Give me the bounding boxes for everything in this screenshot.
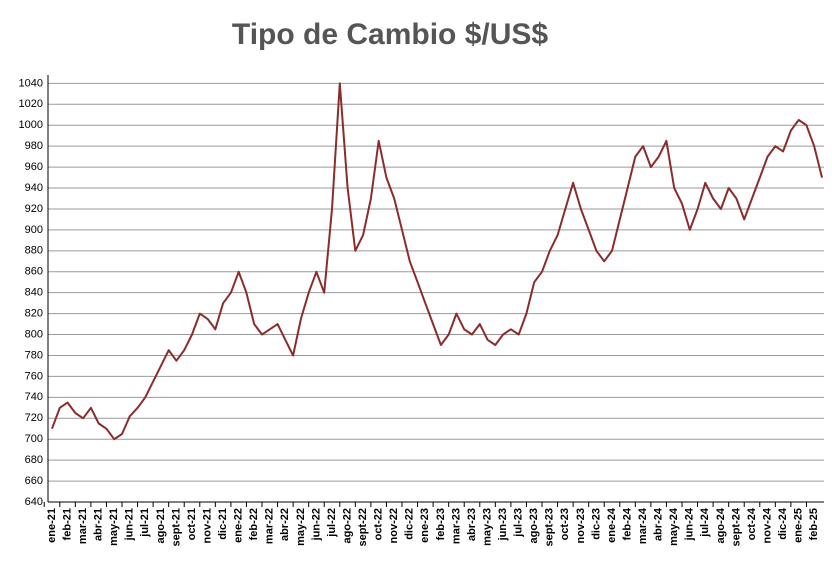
x-tick-label: jun-24 — [684, 507, 696, 541]
x-tick-label: ago-21 — [155, 508, 167, 543]
x-tick-label: ene-21 — [46, 508, 58, 543]
x-tick-label: dic-24 — [777, 507, 789, 540]
y-tick-label: 860 — [25, 266, 43, 278]
x-tick-label: may-22 — [295, 508, 307, 546]
x-tick-label: feb-25 — [808, 508, 820, 540]
x-tick-label: ene-25 — [793, 508, 805, 543]
x-tick-label: feb-23 — [435, 508, 447, 540]
x-tick-label: jul-21 — [139, 508, 151, 538]
y-tick-label: 840 — [25, 287, 43, 299]
x-tick-label: mar-24 — [637, 507, 649, 544]
x-tick-label: sept-24 — [730, 507, 742, 546]
x-tick-label: may-24 — [668, 507, 680, 546]
y-tick-label: 680 — [25, 454, 43, 466]
x-tick-label: ago-22 — [341, 508, 353, 543]
y-tick-label: 900 — [25, 224, 43, 236]
x-tick-label: abr-21 — [93, 508, 105, 541]
x-tick-label: nov-21 — [201, 508, 213, 543]
y-tick-label: 640 — [25, 496, 43, 508]
x-tick-label: sept-21 — [170, 508, 182, 547]
y-tick-label: 880 — [25, 245, 43, 257]
x-tick-label: feb-21 — [61, 508, 73, 540]
x-tick-label: ene-24 — [606, 507, 618, 543]
data-line — [51, 82, 823, 441]
x-tick-label: jul-24 — [699, 507, 711, 538]
x-tick-label: sept-23 — [544, 508, 556, 547]
x-tick-label: may-21 — [108, 508, 120, 546]
x-tick-label: mar-23 — [450, 508, 462, 544]
x-tick-label: may-23 — [481, 508, 493, 546]
y-tick-label: 1040 — [19, 77, 43, 89]
y-tick-label: 940 — [25, 182, 43, 194]
y-tick-label: 1020 — [19, 98, 43, 110]
x-tick-label: oct-21 — [186, 508, 198, 540]
x-tick-label: dic-21 — [217, 508, 229, 540]
x-tick-label: ene-23 — [419, 508, 431, 543]
x-tick-label: jun-21 — [124, 508, 136, 541]
y-tick-label: 980 — [25, 140, 43, 152]
x-tick-label: abr-24 — [653, 507, 665, 541]
x-tick-label: abr-23 — [466, 508, 478, 541]
x-tick-label: feb-24 — [621, 507, 633, 540]
x-tick-label: ago-23 — [528, 508, 540, 543]
x-tick-label: mar-22 — [264, 508, 276, 544]
y-tick-label: 720 — [25, 412, 43, 424]
x-tick-label: nov-23 — [575, 508, 587, 543]
x-tick-label: ene-22 — [233, 508, 245, 543]
x-tick-label: oct-23 — [559, 508, 571, 540]
y-tick-label: 700 — [25, 433, 43, 445]
x-tick-label: jul-22 — [326, 508, 338, 538]
y-tick-label: 1000 — [19, 119, 43, 131]
x-tick-label: mar-21 — [77, 508, 89, 544]
y-tick-label: 740 — [25, 391, 43, 403]
x-tick-label: sept-22 — [357, 508, 369, 547]
x-tick-label: nov-24 — [761, 507, 773, 543]
x-tick-label: oct-24 — [746, 507, 758, 540]
y-tick-label: 780 — [25, 349, 43, 361]
x-tick-label: jul-23 — [513, 508, 525, 538]
x-tick-label: oct-22 — [373, 508, 385, 540]
y-tick-label: 820 — [25, 308, 43, 320]
y-tick-label: 760 — [25, 370, 43, 382]
y-tick-label: 960 — [25, 161, 43, 173]
x-tick-label: abr-22 — [279, 508, 291, 541]
x-tick-label: jun-23 — [497, 508, 509, 541]
x-tick-label: jun-22 — [310, 508, 322, 541]
x-tick-label: dic-22 — [404, 508, 416, 540]
x-tick-label: nov-22 — [388, 508, 400, 543]
y-tick-label: 800 — [25, 328, 43, 340]
x-tick-label: feb-22 — [248, 508, 260, 540]
chart-title: Tipo de Cambio $/US$ — [232, 18, 548, 51]
x-tick-label: dic-23 — [590, 508, 602, 540]
y-tick-label: 920 — [25, 203, 43, 215]
y-tick-label: 660 — [25, 475, 43, 487]
x-tick-label: ago-24 — [715, 507, 727, 543]
